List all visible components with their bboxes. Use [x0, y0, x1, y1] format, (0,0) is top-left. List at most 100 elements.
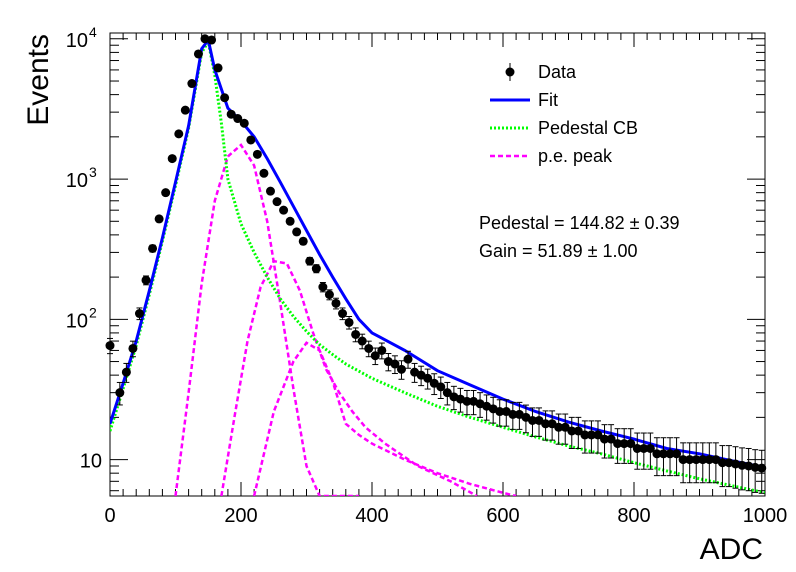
data-marker — [226, 109, 236, 119]
data-point — [167, 154, 177, 164]
data-marker — [436, 382, 446, 392]
data-marker — [187, 79, 197, 89]
data-point — [573, 416, 583, 449]
data-point — [645, 432, 655, 470]
data-point — [672, 437, 682, 477]
data-point — [161, 188, 171, 198]
data-point — [148, 243, 158, 253]
data-marker — [750, 462, 760, 472]
data-marker — [265, 186, 275, 196]
data-point — [423, 368, 433, 390]
data-marker — [128, 343, 138, 353]
data-point — [115, 381, 125, 406]
data-marker — [377, 345, 387, 355]
data-marker — [429, 378, 439, 388]
x-tick-label: 400 — [355, 505, 388, 527]
data-point — [213, 63, 223, 73]
data-marker — [717, 458, 727, 468]
data-marker — [305, 256, 315, 266]
data-point — [364, 340, 374, 358]
data-point — [351, 327, 361, 343]
data-marker — [619, 439, 629, 449]
data-marker — [658, 449, 668, 459]
pe-peak-curve-1 — [174, 143, 359, 496]
data-point — [678, 442, 688, 484]
y-tick-label: 10 — [66, 170, 88, 192]
data-point — [292, 227, 302, 237]
data-point — [632, 432, 642, 470]
data-point — [239, 118, 249, 128]
data-point — [541, 410, 551, 441]
data-point — [279, 205, 289, 215]
data-marker — [508, 409, 518, 419]
data-marker — [593, 430, 603, 440]
data-marker — [652, 449, 662, 459]
data-point — [626, 428, 636, 464]
data-point — [324, 289, 334, 301]
data-marker — [167, 154, 177, 164]
data-point — [704, 442, 714, 484]
data-point — [442, 381, 452, 406]
data-point — [193, 49, 203, 59]
data-marker — [665, 449, 675, 459]
data-point — [691, 442, 701, 484]
data-point — [246, 135, 256, 145]
legend-label: Data — [538, 62, 577, 82]
data-point — [187, 79, 197, 89]
data-marker — [259, 168, 269, 178]
data-marker — [678, 455, 688, 465]
data-point — [207, 35, 217, 45]
pe-peak-curve-2 — [220, 259, 478, 496]
data-point — [685, 442, 695, 484]
data-point — [298, 236, 308, 246]
x-tick-label: 1000 — [743, 505, 788, 527]
data-point — [600, 424, 610, 459]
data-marker — [324, 290, 334, 300]
data-marker — [331, 298, 341, 308]
data-point — [396, 360, 406, 380]
legend-label: Fit — [538, 90, 558, 110]
y-tick-exponent: 2 — [89, 304, 97, 320]
data-point — [508, 401, 518, 430]
data-marker — [364, 343, 374, 353]
data-point — [377, 342, 387, 360]
data-marker — [442, 388, 452, 398]
data-point — [226, 109, 236, 119]
data-marker — [233, 114, 243, 124]
data-point — [613, 428, 623, 464]
data-marker — [698, 455, 708, 465]
data-point — [737, 447, 747, 491]
data-marker — [580, 430, 590, 440]
data-point — [121, 362, 131, 383]
y-tick-label: 10 — [66, 30, 88, 52]
data-point — [318, 282, 328, 293]
data-point — [462, 389, 472, 416]
data-marker — [560, 422, 570, 432]
x-tick-label: 600 — [486, 505, 519, 527]
data-marker — [645, 443, 655, 453]
data-marker — [161, 188, 171, 198]
legend: Data Fit Pedestal CB p.e. peak — [490, 62, 638, 166]
data-point — [265, 186, 275, 196]
data-marker — [115, 388, 125, 398]
data-point — [436, 376, 446, 400]
data-marker — [691, 455, 701, 465]
data-point — [259, 168, 269, 178]
data-marker — [174, 129, 184, 139]
data-point — [665, 437, 675, 477]
data-point — [370, 347, 380, 366]
data-point — [606, 424, 616, 459]
data-marker — [704, 455, 714, 465]
data-point — [285, 216, 295, 226]
data-marker — [134, 309, 144, 319]
data-marker — [180, 105, 190, 115]
data-marker — [279, 205, 289, 215]
data-marker — [396, 364, 406, 374]
data-marker — [541, 419, 551, 429]
data-marker — [207, 35, 217, 45]
x-tick-label: 200 — [224, 505, 257, 527]
data-point — [272, 197, 282, 207]
data-marker — [639, 443, 649, 453]
pedestal-annotation: Pedestal = 144.82 ± 0.39 — [479, 213, 680, 233]
data-point — [220, 93, 230, 103]
